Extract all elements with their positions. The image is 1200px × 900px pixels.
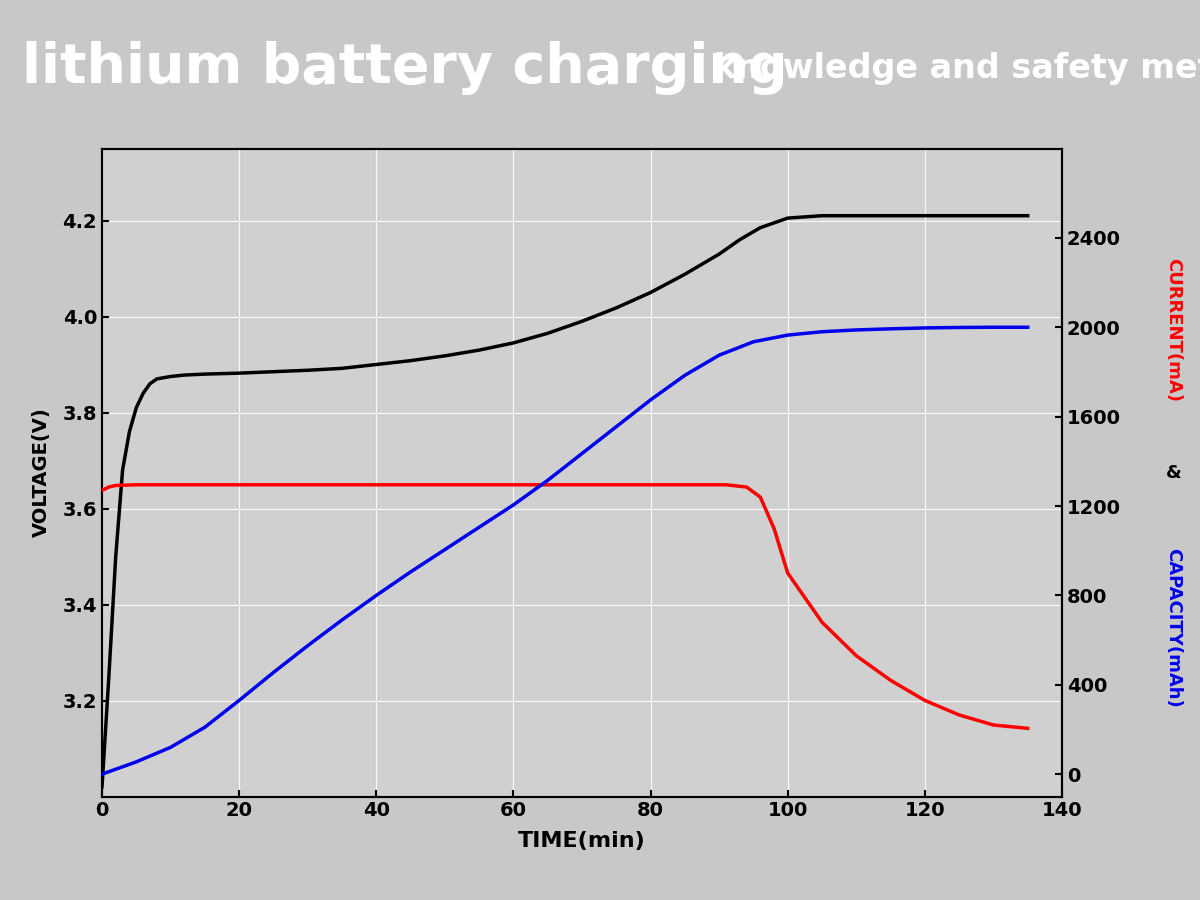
X-axis label: TIME(min): TIME(min) xyxy=(518,832,646,851)
Y-axis label: VOLTAGE(V): VOLTAGE(V) xyxy=(32,408,52,537)
Text: CAPACITY(mAh): CAPACITY(mAh) xyxy=(1164,548,1183,708)
Text: knowledge and safety method: knowledge and safety method xyxy=(714,51,1200,85)
Text: &: & xyxy=(1165,464,1182,482)
Text: lithium battery charging: lithium battery charging xyxy=(22,41,806,95)
Text: CURRENT(mA): CURRENT(mA) xyxy=(1164,258,1183,402)
